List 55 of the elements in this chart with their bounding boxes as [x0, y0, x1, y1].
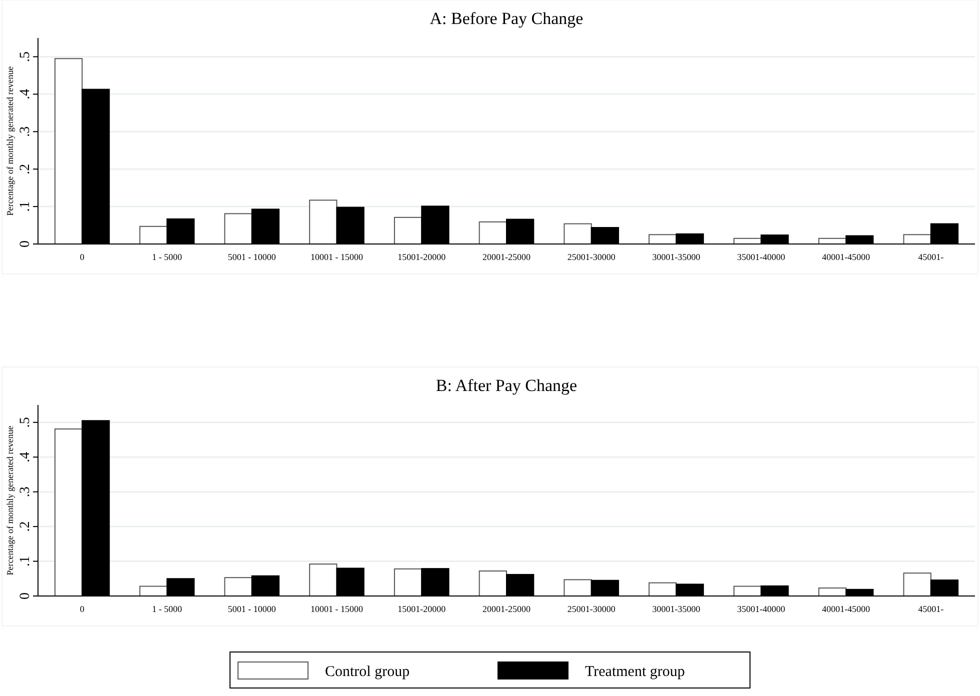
- chart-title: B: After Pay Change: [436, 376, 578, 395]
- x-tick-label: 10001 - 15000: [310, 252, 364, 262]
- x-tick-label: 20001-25000: [482, 252, 531, 262]
- x-tick-label: 5001 - 10000: [228, 604, 276, 614]
- bar: [564, 579, 592, 596]
- x-tick-label: 35001-40000: [737, 252, 786, 262]
- bar: [564, 223, 592, 244]
- x-tick-label: 1 - 5000: [152, 252, 183, 262]
- legend-label: Treatment group: [585, 664, 685, 680]
- y-axis-title: Percentage of monthly generated revenue: [5, 66, 15, 216]
- x-tick-label: 1 - 5000: [152, 604, 183, 614]
- x-tick-label: 5001 - 10000: [228, 252, 276, 262]
- bar: [224, 577, 252, 596]
- bar: [54, 58, 83, 244]
- x-tick-label: 0: [80, 604, 85, 614]
- y-tick-label: .3: [18, 486, 33, 498]
- y-axis-title: Percentage of monthly generated revenue: [5, 426, 15, 576]
- x-tick-label: 30001-35000: [652, 252, 701, 262]
- legend-label: Control group: [325, 664, 410, 680]
- x-tick-label: 40001-45000: [822, 604, 870, 614]
- bar: [309, 200, 338, 244]
- x-tick-label: 10001 - 15000: [310, 604, 364, 614]
- bar: [54, 428, 83, 596]
- bar: [139, 226, 168, 244]
- y-tick-label: .2: [18, 164, 33, 174]
- bar: [394, 216, 422, 244]
- y-tick-label: 0: [18, 592, 33, 600]
- y-tick-label: .2: [18, 521, 33, 532]
- x-tick-label: 30001-35000: [652, 604, 701, 614]
- x-tick-label: 45001-: [918, 604, 944, 614]
- y-tick-label: .4: [18, 452, 33, 462]
- bar: [309, 564, 338, 596]
- x-tick-label: 35001-40000: [737, 604, 786, 614]
- y-tick-label: .1: [18, 201, 33, 212]
- bar: [224, 213, 252, 244]
- y-tick-label: .4: [18, 88, 33, 100]
- x-tick-label: 15001-20000: [398, 252, 446, 262]
- chart-title: A: Before Pay Change: [430, 9, 584, 28]
- y-tick-label: .5: [18, 51, 33, 62]
- bar: [478, 570, 507, 596]
- y-tick-label: .1: [18, 556, 33, 567]
- x-tick-label: 20001-25000: [482, 604, 531, 614]
- x-tick-label: 25001-30000: [567, 252, 616, 262]
- y-tick-label: .5: [18, 417, 33, 428]
- bar: [394, 568, 422, 596]
- x-tick-label: 25001-30000: [567, 604, 616, 614]
- x-tick-label: 45001-: [918, 252, 944, 262]
- x-tick-label: 15001-20000: [398, 604, 446, 614]
- bar: [478, 221, 507, 244]
- bar: [903, 234, 932, 244]
- y-tick-label: .3: [18, 126, 33, 137]
- x-tick-label: 0: [80, 252, 85, 262]
- x-tick-label: 40001-45000: [822, 252, 870, 262]
- y-tick-label: 0: [18, 240, 33, 248]
- bar: [903, 572, 932, 596]
